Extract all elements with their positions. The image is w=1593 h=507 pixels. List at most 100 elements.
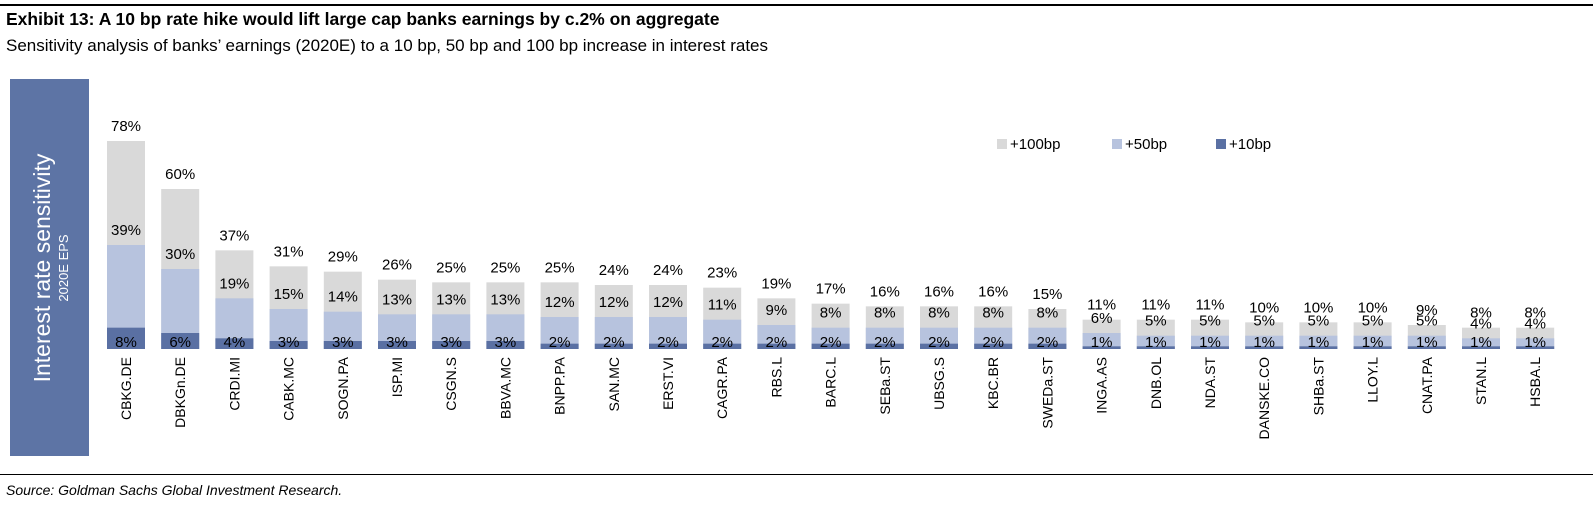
data-label-10bp: 3% <box>440 334 462 351</box>
data-label-10bp: 3% <box>278 334 300 351</box>
legend-10bp-swatch <box>1216 139 1226 149</box>
data-label-100bp: 10% <box>1303 299 1333 316</box>
bar-10bp <box>323 341 362 349</box>
data-label-100bp: 8% <box>1470 305 1492 322</box>
data-label-50bp: 12% <box>653 294 683 311</box>
data-label-100bp: 16% <box>978 283 1008 300</box>
data-label-100bp: 11% <box>1087 297 1116 314</box>
legend-50bp-swatch <box>1112 139 1122 149</box>
bar-10bp <box>865 343 904 349</box>
bar-10bp <box>811 343 850 349</box>
data-label-100bp: 37% <box>219 227 249 244</box>
bar-10bp <box>1407 346 1446 349</box>
data-label-10bp: 2% <box>603 334 625 351</box>
x-tick-label: ISP.MI <box>389 357 405 397</box>
data-label-10bp: 4% <box>224 334 246 351</box>
bar-50bp <box>1462 338 1500 349</box>
x-tick-label: SOGN.PA <box>335 356 351 419</box>
x-tick-label: CAGR.PA <box>714 356 730 419</box>
bar-10bp <box>1353 346 1392 349</box>
bar-10bp <box>215 338 254 349</box>
data-label-10bp: 1% <box>1253 334 1275 351</box>
x-tick-label: LLOY.L <box>1365 357 1381 403</box>
data-label-50bp: 8% <box>982 305 1004 322</box>
data-label-100bp: 24% <box>653 262 683 279</box>
data-label-100bp: 16% <box>924 283 954 300</box>
bar-10bp <box>1028 343 1067 349</box>
data-label-100bp: 9% <box>1416 302 1438 319</box>
bar-10bp <box>269 341 308 349</box>
bar-10bp <box>107 327 145 349</box>
data-label-10bp: 2% <box>766 334 788 351</box>
bar-10bp <box>1516 346 1555 349</box>
x-tick-label: SWEDa.ST <box>1039 357 1055 429</box>
bottom-rule <box>0 474 1593 475</box>
bar-10bp <box>378 341 416 349</box>
data-label-10bp: 1% <box>1416 334 1438 351</box>
data-label-50bp: 4% <box>1524 315 1546 332</box>
data-label-10bp: 6% <box>169 334 191 351</box>
data-label-50bp: 8% <box>928 305 950 322</box>
data-label-50bp: 8% <box>820 305 842 322</box>
data-label-50bp: 5% <box>1199 313 1221 330</box>
data-label-100bp: 24% <box>599 262 629 279</box>
data-label-10bp: 2% <box>657 334 679 351</box>
data-label-100bp: 23% <box>707 265 737 282</box>
exhibit-subtitle: Sensitivity analysis of banks’ earnings … <box>6 36 768 55</box>
data-label-10bp: 1% <box>1091 334 1113 351</box>
data-label-10bp: 1% <box>1524 334 1546 351</box>
data-label-100bp: 16% <box>870 283 900 300</box>
data-label-10bp: 1% <box>1199 334 1221 351</box>
x-tick-label: CBKG.DE <box>118 357 134 420</box>
data-label-50bp: 12% <box>599 294 629 311</box>
x-tick-label: SEBa.ST <box>877 357 893 415</box>
data-label-100bp: 15% <box>1032 286 1062 303</box>
bar-50bp <box>1353 335 1392 349</box>
x-tick-label: SAN.MC <box>606 357 622 411</box>
x-tick-label: BBVA.MC <box>497 357 513 419</box>
data-label-50bp: 19% <box>219 275 249 292</box>
data-label-100bp: 25% <box>436 259 466 276</box>
x-tick-label: ERST.VI <box>660 357 676 410</box>
legend-50bp-label: +50bp <box>1125 136 1167 153</box>
top-rule <box>0 4 1593 6</box>
data-label-10bp: 1% <box>1470 334 1492 351</box>
data-label-10bp: 8% <box>115 334 137 351</box>
y-axis-label-box: Interest rate sensitivity 2020E EPS <box>10 79 89 456</box>
data-label-10bp: 2% <box>982 334 1004 351</box>
x-tick-label: DBKGn.DE <box>172 357 188 428</box>
x-tick-label: UBSG.S <box>931 357 947 410</box>
data-label-50bp: 30% <box>165 246 195 263</box>
data-label-100bp: 10% <box>1358 299 1388 316</box>
data-label-10bp: 2% <box>711 334 733 351</box>
bar-10bp <box>1245 346 1284 349</box>
x-tick-label: BNPP.PA <box>552 356 568 415</box>
data-label-50bp: 39% <box>111 222 141 239</box>
bar-50bp <box>1299 335 1338 349</box>
data-label-50bp: 13% <box>436 291 466 308</box>
data-label-10bp: 2% <box>820 334 842 351</box>
bar-10bp <box>1462 346 1500 349</box>
bar-10bp <box>1082 346 1121 349</box>
bar-10bp <box>974 343 1013 349</box>
data-label-50bp: 5% <box>1308 313 1330 330</box>
data-label-50bp: 5% <box>1145 313 1167 330</box>
bar-50bp <box>1191 335 1229 349</box>
x-tick-label: CRDI.MI <box>226 357 242 411</box>
bar-50bp <box>1136 335 1175 349</box>
data-label-100bp: 29% <box>328 249 358 266</box>
data-label-50bp: 5% <box>1416 313 1438 330</box>
x-tick-label: INGA.AS <box>1094 357 1110 414</box>
bar-10bp <box>1299 346 1338 349</box>
data-label-50bp: 4% <box>1470 315 1492 332</box>
data-label-100bp: 25% <box>490 259 520 276</box>
bar-10bp <box>703 343 742 349</box>
data-label-50bp: 11% <box>708 297 737 314</box>
source-note: Source: Goldman Sachs Global Investment … <box>6 482 343 498</box>
data-label-100bp: 78% <box>111 118 141 135</box>
x-tick-label: CABK.MC <box>281 357 297 421</box>
bar-50bp <box>1516 338 1555 349</box>
data-label-10bp: 2% <box>549 334 571 351</box>
data-label-10bp: 1% <box>1362 334 1384 351</box>
